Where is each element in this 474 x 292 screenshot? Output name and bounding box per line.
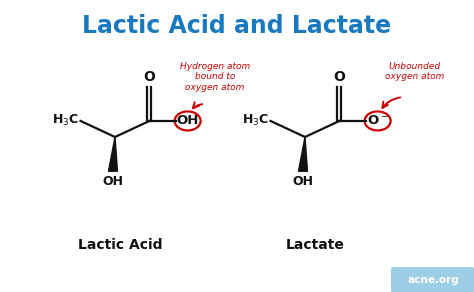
Polygon shape (299, 137, 308, 171)
Text: Lactate: Lactate (285, 238, 345, 252)
Text: H$_3$C: H$_3$C (52, 113, 79, 128)
Text: Lactic Acid: Lactic Acid (78, 238, 162, 252)
Text: H$_3$C: H$_3$C (242, 113, 269, 128)
Text: OH: OH (102, 175, 124, 188)
FancyBboxPatch shape (391, 267, 474, 292)
Text: acne.org: acne.org (407, 275, 459, 285)
Text: Unbounded
oxygen atom: Unbounded oxygen atom (385, 62, 445, 81)
Text: O: O (144, 70, 155, 84)
Text: Lactic Acid and Lactate: Lactic Acid and Lactate (82, 14, 392, 38)
Text: OH: OH (292, 175, 313, 188)
Polygon shape (109, 137, 118, 171)
Text: O$^-$: O$^-$ (367, 114, 389, 127)
Text: OH: OH (176, 114, 199, 127)
Text: O: O (334, 70, 346, 84)
Text: Hydrogen atom
bound to
oxygen atom: Hydrogen atom bound to oxygen atom (180, 62, 250, 92)
